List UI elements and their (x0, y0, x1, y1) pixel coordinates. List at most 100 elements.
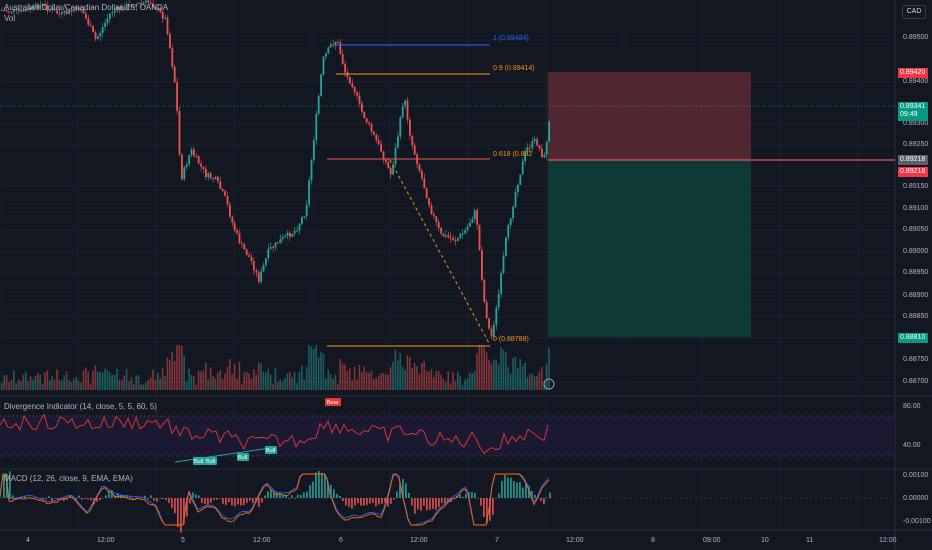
fib-level-09: 0.9 (0.89414) (493, 65, 535, 72)
entry-price-tag: 0.89218 (898, 155, 928, 165)
macd-histogram-bar (408, 492, 410, 498)
price-candle (46, 5, 49, 11)
price-candle (442, 233, 445, 237)
price-label: 0.88950 (903, 269, 929, 276)
bull-divergence-tag (193, 457, 205, 465)
price-candle (231, 216, 234, 223)
price-candle (260, 271, 262, 282)
volume-bar (183, 355, 185, 390)
volume-bar (257, 362, 260, 390)
price-candle (293, 230, 296, 234)
macd-histogram-bar (258, 498, 260, 507)
macd-histogram-bar (291, 495, 293, 498)
price-candle (154, 6, 157, 10)
macd-histogram-bar (165, 498, 167, 500)
macd-histogram-bar (300, 495, 302, 498)
macd-histogram-bar (306, 491, 308, 498)
price-candle (5, 9, 8, 12)
macd-histogram-bar (207, 498, 209, 506)
price-candle (161, 11, 164, 19)
bull-divergence-tag (237, 453, 249, 461)
price-candle (423, 178, 426, 189)
price-candle (68, 10, 70, 14)
volume-bar (39, 374, 41, 390)
price-candle (394, 147, 397, 165)
volume-bar (476, 353, 478, 390)
macd-histogram-bar (279, 492, 281, 498)
macd-histogram-bar (105, 495, 107, 498)
volume-bar (147, 380, 149, 390)
macd-histogram-bar (543, 498, 545, 505)
volume-bar (3, 375, 5, 390)
price-candle (176, 82, 178, 111)
macd-histogram-bar (426, 498, 428, 511)
macd-histogram-bar (210, 498, 212, 503)
price-label: 0.89000 (903, 248, 929, 255)
volume-bar (51, 375, 53, 390)
macd-histogram-bar (531, 490, 533, 498)
price-candle (221, 188, 224, 192)
macd-histogram-bar (378, 498, 380, 505)
macd-histogram-bar (9, 471, 11, 498)
price-candle (502, 256, 505, 274)
volume-bar (466, 378, 469, 390)
volume-bar (358, 364, 361, 390)
macd-histogram-bar (333, 489, 335, 498)
currency-selector[interactable]: CAD (902, 5, 926, 19)
macd-histogram-bar (486, 498, 488, 524)
volume-bar (169, 359, 171, 390)
price-candle (308, 180, 310, 205)
volume-bar (497, 364, 500, 390)
time-label: 5 (181, 537, 185, 544)
volume-bar (92, 370, 94, 390)
divergence-indicator-label[interactable]: Divergence Indicator (14, close, 5, 5, 6… (4, 402, 157, 411)
macd-histogram-bar (192, 492, 194, 498)
volume-bar (471, 373, 473, 390)
price-candle (243, 244, 246, 250)
price-candle (202, 166, 205, 170)
macd-histogram-bar (234, 498, 236, 507)
volume-bar (68, 380, 70, 390)
macd-histogram-bar (513, 480, 515, 498)
price-candle (365, 118, 368, 123)
price-candle (430, 205, 433, 215)
macd-histogram-bar (108, 491, 110, 498)
macd-histogram-bar (501, 480, 503, 498)
volume-bar (413, 362, 416, 390)
macd-histogram-bar (417, 498, 419, 510)
price-candle (123, 6, 126, 11)
macd-histogram-bar (462, 496, 464, 498)
price-candle (58, 13, 61, 15)
price-candle (255, 270, 258, 273)
volume-bar (164, 376, 166, 390)
volume-bar (133, 384, 135, 390)
volume-bar (161, 367, 164, 390)
macd-histogram-bar (48, 496, 50, 498)
symbol-title[interactable]: Australian Dollar/Canadian Dollar, 15, O… (4, 3, 169, 12)
volume-bar (241, 383, 243, 390)
time-label: 12:00 (566, 537, 584, 544)
volume-bar (337, 383, 339, 390)
price-candle (346, 72, 349, 77)
macd-histogram-bar (180, 498, 182, 533)
price-candle (159, 8, 162, 12)
price-candle (1, 10, 3, 11)
price-candle (464, 230, 466, 234)
macd-indicator-label[interactable]: MACD (12, 26, close, 9, EMA, EMA) (4, 474, 133, 483)
macd-histogram-bar (381, 498, 383, 504)
volume-bar (214, 378, 217, 390)
volume-bar (8, 382, 10, 390)
volume-bar (123, 375, 125, 390)
volume-bar (243, 372, 245, 390)
macd-histogram-bar (384, 498, 386, 503)
price-label: 0.89500 (903, 34, 929, 41)
volume-bar (44, 372, 46, 390)
price-candle (541, 148, 543, 158)
price-candle (111, 12, 114, 14)
price-candle (205, 169, 207, 178)
macd-histogram-bar (117, 492, 119, 498)
price-candle (214, 176, 217, 180)
macd-histogram-bar (84, 498, 86, 499)
macd-histogram-bar (444, 498, 446, 505)
